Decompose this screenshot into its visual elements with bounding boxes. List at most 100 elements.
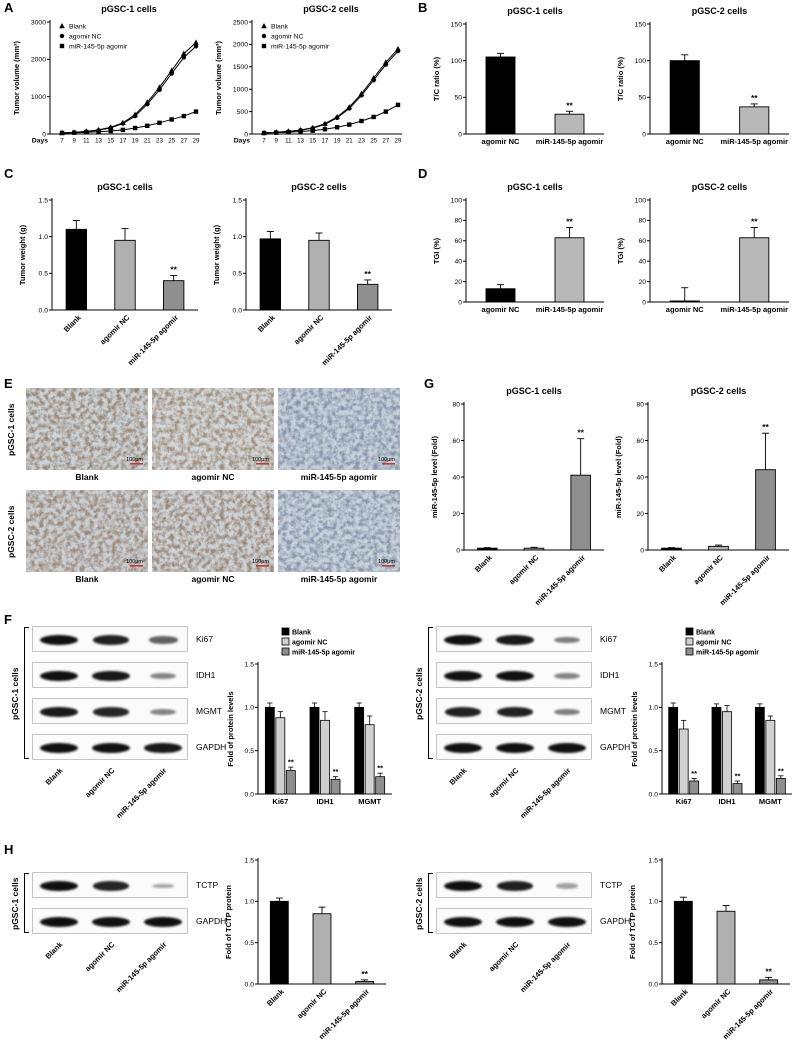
svg-text:miR-145-5p agomir: miR-145-5p agomir [536, 305, 604, 314]
svg-text:1.0: 1.0 [649, 899, 659, 906]
svg-text:pGSC-2 cells: pGSC-2 cells [691, 386, 747, 396]
svg-text:0: 0 [456, 547, 460, 554]
blot-strip-mgmt [32, 698, 188, 724]
svg-text:20: 20 [454, 279, 462, 286]
svg-text:60: 60 [454, 238, 462, 245]
protein-band [150, 672, 176, 680]
svg-text:1.5: 1.5 [39, 197, 49, 204]
svg-text:100μm: 100μm [126, 559, 143, 565]
svg-text:miR-145-5p agomir: miR-145-5p agomir [292, 650, 355, 657]
svg-text:**: ** [778, 766, 784, 775]
protein-band [40, 635, 78, 645]
protein-band [496, 707, 534, 717]
svg-text:0: 0 [642, 299, 646, 306]
protein-band [40, 707, 78, 717]
blot-bracket [24, 627, 29, 759]
ihc-column-label: agomir NC [191, 574, 235, 584]
panel-label-a: A [4, 0, 14, 15]
svg-text:20: 20 [638, 279, 646, 286]
svg-text:**: ** [762, 422, 769, 432]
blot-strip-tctp [436, 872, 592, 898]
svg-text:agomir NC: agomir NC [699, 987, 733, 1021]
svg-text:IDH1: IDH1 [316, 797, 333, 806]
svg-text:0.5: 0.5 [233, 271, 243, 278]
blot-strip-idh1 [32, 662, 188, 688]
protein-label: GAPDH [196, 742, 227, 752]
svg-text:13: 13 [95, 138, 102, 145]
bar-chart-tctp-protein-pgsc1: Fold of TCTP protein 0.0 0.5 1.0 1.5 Blank ago… [224, 857, 386, 1041]
svg-text:100μm: 100μm [252, 457, 269, 463]
protein-band [496, 635, 534, 645]
svg-text:60: 60 [452, 438, 460, 445]
cell-line-label: pGSC-1 cells [10, 877, 20, 930]
ihc-image: 100μm [26, 388, 148, 470]
bar-chart-tgi-pgsc2: pGSC-2 cells TGI (%) 0 20 40 60 80 100 agomir NC… [616, 182, 789, 314]
svg-text:pGSC-1 cells: pGSC-1 cells [506, 386, 562, 396]
protein-band [92, 917, 130, 927]
svg-text:**: ** [566, 100, 573, 110]
svg-text:**: ** [751, 217, 758, 227]
svg-text:Blank: Blank [292, 630, 311, 637]
bar-chart-tctp-protein-pgsc2: Fold of TCTP protein 0.0 0.5 1.0 1.5 Blank ago… [628, 857, 790, 1041]
svg-text:pGSC-2 cells: pGSC-2 cells [303, 4, 359, 14]
svg-text:15: 15 [309, 138, 316, 145]
svg-text:Fold of TCTP protein: Fold of TCTP protein [224, 885, 233, 959]
svg-text:Tumor weight (g): Tumor weight (g) [18, 224, 27, 285]
protein-band [93, 881, 129, 891]
svg-text:Blank: Blank [69, 24, 87, 31]
protein-label: Ki67 [600, 634, 618, 644]
svg-text:miR-145-5p level (Fold): miR-145-5p level (Fold) [614, 435, 623, 518]
bar-chart-tumor-weight-pgsc1: pGSC-1 cells Tumor weight (g) 0.0 0.5 1.0 1.5… [18, 182, 198, 367]
lane-label: miR-145-5p agomir [518, 766, 573, 821]
cell-line-label: pGSC-2 cells [414, 877, 424, 930]
protein-label: IDH1 [196, 670, 216, 680]
protein-band [444, 917, 482, 927]
svg-text:**: ** [765, 966, 772, 976]
svg-text:MGMT: MGMT [759, 797, 782, 806]
svg-text:miR-145-5p agomir: miR-145-5p agomir [271, 44, 330, 51]
svg-text:100: 100 [635, 58, 647, 65]
svg-text:**: ** [735, 772, 741, 781]
svg-text:Tumor volume (mm³): Tumor volume (mm³) [214, 40, 223, 115]
svg-text:**: ** [288, 758, 294, 767]
svg-text:19: 19 [132, 138, 139, 145]
ihc-column-label: miR-145-5p agomir [300, 574, 378, 584]
ihc-panel: 100μm Blank 100μm agomir NC [0, 376, 799, 616]
svg-text:25: 25 [370, 138, 377, 145]
protein-band [92, 671, 130, 681]
protein-band [553, 708, 581, 716]
svg-text:150: 150 [635, 21, 647, 28]
lane-label: miR-145-5p agomir [518, 940, 573, 995]
svg-text:miR-145-5p agomir: miR-145-5p agomir [720, 137, 788, 146]
blot-strip-idh1 [436, 662, 592, 688]
line-chart-tumor-volume-pgsc1: pGSC-1 cells Tumor volume (mm³) 0 1000 2000 3… [12, 4, 200, 145]
svg-text:0: 0 [42, 131, 46, 138]
protein-band [548, 743, 586, 753]
protein-label: GAPDH [600, 916, 631, 926]
svg-text:40: 40 [454, 259, 462, 266]
svg-text:80: 80 [452, 401, 460, 408]
svg-text:Days: Days [32, 138, 48, 145]
svg-text:agomir NC: agomir NC [98, 313, 132, 347]
protein-band [444, 671, 482, 681]
svg-text:miR-145-5p agomir: miR-145-5p agomir [720, 305, 788, 314]
ihc-row-label: pGSC-2 cells [6, 505, 16, 558]
svg-text:0.0: 0.0 [245, 981, 255, 988]
ihc-image: 100μm [278, 490, 400, 572]
svg-text:60: 60 [638, 238, 646, 245]
blot-strip-ki67 [32, 626, 188, 652]
svg-text:80: 80 [454, 218, 462, 225]
svg-text:50: 50 [638, 95, 646, 102]
svg-text:0.0: 0.0 [245, 791, 255, 798]
svg-text:miR-145-5p agomir: miR-145-5p agomir [696, 650, 759, 657]
lane-label: miR-145-5p agomir [114, 766, 169, 821]
svg-text:MGMT: MGMT [358, 797, 381, 806]
blot-bracket [428, 627, 433, 759]
protein-band [554, 672, 580, 680]
svg-text:23: 23 [358, 138, 365, 145]
svg-text:3000: 3000 [31, 19, 46, 26]
svg-text:17: 17 [119, 138, 126, 145]
protein-band [553, 636, 581, 644]
protein-band [548, 917, 586, 927]
